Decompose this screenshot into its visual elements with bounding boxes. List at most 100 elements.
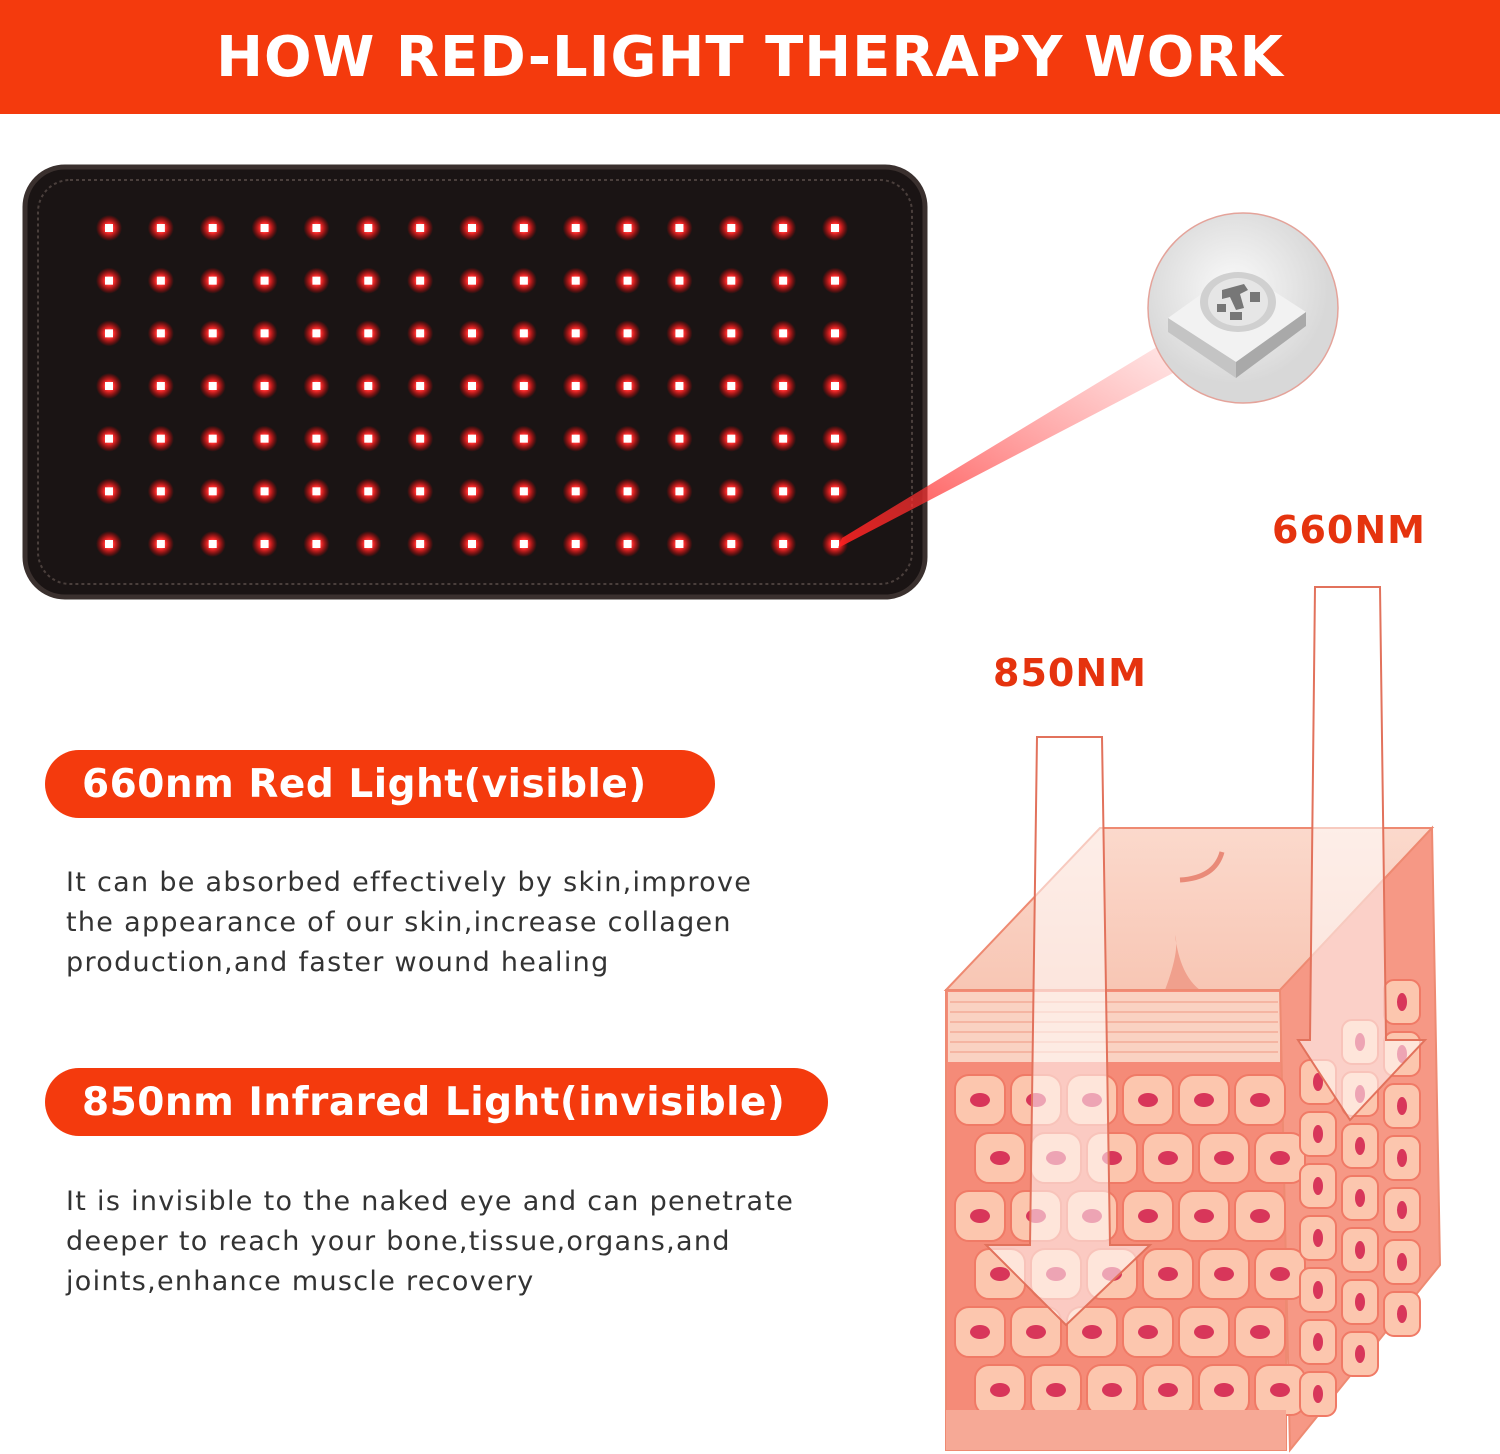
skin-cell [974, 1364, 1026, 1416]
led [614, 425, 641, 452]
led [459, 373, 485, 399]
skin-cell [1383, 1239, 1421, 1285]
led [199, 425, 226, 452]
skin-cell [1254, 1248, 1306, 1300]
led [251, 215, 278, 241]
led [770, 478, 797, 505]
led [303, 478, 330, 505]
skin-cell [1299, 1267, 1337, 1313]
led [770, 320, 797, 347]
led [407, 373, 434, 399]
led [666, 425, 693, 452]
led [407, 320, 434, 347]
led [407, 267, 434, 294]
light-beam [838, 342, 1175, 548]
skin-cell [954, 1190, 1006, 1242]
led [770, 267, 797, 294]
led [459, 320, 485, 347]
skin-cell [1299, 1215, 1337, 1261]
led [770, 531, 797, 557]
skin-cell [954, 1074, 1006, 1126]
led [199, 267, 226, 294]
led [562, 478, 589, 505]
skin-cell [1341, 1123, 1379, 1169]
led [96, 478, 122, 505]
led [822, 373, 848, 399]
led [96, 425, 122, 452]
led [355, 215, 382, 241]
skin-cell [1122, 1306, 1174, 1358]
led [147, 215, 174, 241]
skin-cell [1066, 1306, 1118, 1358]
skin-cell [954, 1306, 1006, 1358]
led [96, 320, 122, 347]
led [614, 267, 641, 294]
skin-cell [1178, 1306, 1230, 1358]
skin-cell [1383, 979, 1421, 1025]
led [770, 215, 797, 241]
skin-cell [1122, 1074, 1174, 1126]
led [614, 320, 641, 347]
label-660nm: 660NM [1272, 508, 1426, 552]
led [303, 215, 330, 241]
led [407, 478, 434, 505]
skin-cell [1198, 1132, 1250, 1184]
skin-cell [1142, 1132, 1194, 1184]
skin-cell [1234, 1074, 1286, 1126]
skin-cell [1198, 1248, 1250, 1300]
led [666, 478, 693, 505]
led [303, 425, 330, 452]
text-line: joints,enhance muscle recovery [66, 1266, 535, 1297]
led [614, 531, 641, 557]
led [562, 267, 589, 294]
led [614, 373, 641, 399]
led [562, 531, 589, 557]
led [303, 267, 330, 294]
skin-cell [1030, 1364, 1082, 1416]
led [510, 478, 537, 505]
skin-cell [1383, 1083, 1421, 1129]
text-line: It can be absorbed effectively by skin,i… [66, 867, 753, 898]
skin-cell [1341, 1227, 1379, 1273]
led [510, 320, 537, 347]
led [147, 373, 174, 399]
led [562, 215, 589, 241]
led [822, 425, 848, 452]
skin-cell [1254, 1364, 1306, 1416]
section-title-red-light: 660nm Red Light(visible) [45, 750, 715, 818]
led [147, 425, 174, 452]
led [614, 478, 641, 505]
led [199, 373, 226, 399]
led [303, 320, 330, 347]
skin-cell [1383, 1187, 1421, 1233]
skin-cell [1383, 1135, 1421, 1181]
led [666, 267, 693, 294]
skin-cell [1341, 1331, 1379, 1377]
skin-cell [1122, 1190, 1174, 1242]
page-title: HOW RED-LIGHT THERAPY WORK [216, 24, 1284, 90]
skin-cell [1142, 1248, 1194, 1300]
led [614, 215, 641, 241]
skin-cell [1010, 1306, 1062, 1358]
led [251, 267, 278, 294]
led [199, 478, 226, 505]
led [147, 531, 174, 557]
led [666, 373, 693, 399]
text-line: production,and faster wound healing [66, 947, 610, 978]
led [822, 320, 848, 347]
led [510, 215, 537, 241]
led [718, 478, 745, 505]
skin-cell [1299, 1111, 1337, 1157]
led [251, 531, 278, 557]
led [96, 373, 122, 399]
skin-cell [1198, 1364, 1250, 1416]
led [562, 320, 589, 347]
skin-cell [1341, 1279, 1379, 1325]
led [251, 425, 278, 452]
led [718, 373, 745, 399]
led [510, 425, 537, 452]
section-title-infrared-light: 850nm Infrared Light(invisible) [45, 1068, 828, 1136]
led [459, 478, 485, 505]
led [96, 531, 122, 557]
